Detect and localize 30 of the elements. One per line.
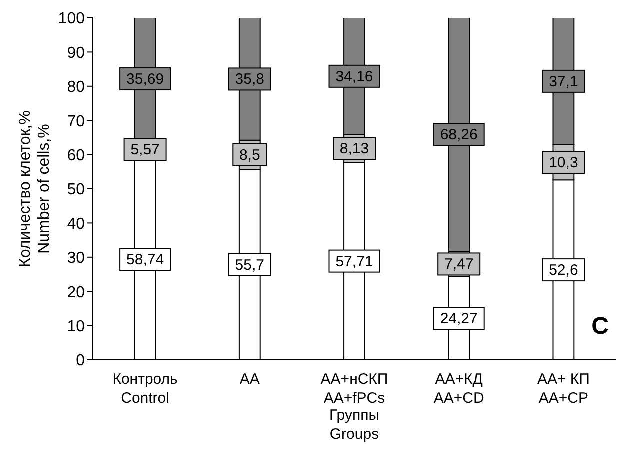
y-tick-label: 80 — [67, 79, 86, 96]
data-label: 35,8 — [235, 71, 264, 88]
x-tick-label: Контроль Control — [112, 371, 178, 407]
x-axis-title: Группы Groups — [330, 407, 380, 443]
data-label: 37,1 — [549, 73, 578, 90]
x-tick-label: AA+КД AA+CD — [434, 371, 484, 407]
x-tick-label: AA — [240, 371, 260, 388]
data-label: 55,7 — [235, 256, 264, 274]
data-label: 57,71 — [336, 253, 374, 270]
data-label: 68,26 — [440, 126, 478, 144]
y-tick-label: 50 — [67, 182, 86, 199]
data-label: 35,69 — [126, 71, 164, 88]
y-tick-label: 70 — [67, 113, 86, 130]
y-tick-label: 10 — [67, 318, 86, 336]
data-label: 52,6 — [549, 262, 578, 280]
annotation: C — [592, 313, 609, 341]
x-tick-label: AA+ КП AA+CP — [537, 371, 590, 407]
y-axis-title: Количество клеток,% Number of cells,% — [17, 110, 53, 268]
y-tick-label: 40 — [67, 216, 86, 233]
y-tick-label: 60 — [67, 147, 86, 164]
data-label: 24,27 — [440, 310, 478, 328]
y-tick-label: 20 — [67, 284, 86, 302]
y-tick-label: 30 — [67, 250, 86, 268]
y-tick-label: 90 — [67, 44, 86, 62]
data-label: 34,16 — [336, 68, 374, 86]
y-tick-label: 100 — [58, 10, 86, 28]
x-tick-label: AA+нСКП AA+fPCs — [320, 371, 388, 407]
data-label: 58,74 — [126, 252, 164, 269]
data-label: 5,57 — [130, 142, 160, 159]
y-tick-label: 0 — [76, 352, 86, 370]
